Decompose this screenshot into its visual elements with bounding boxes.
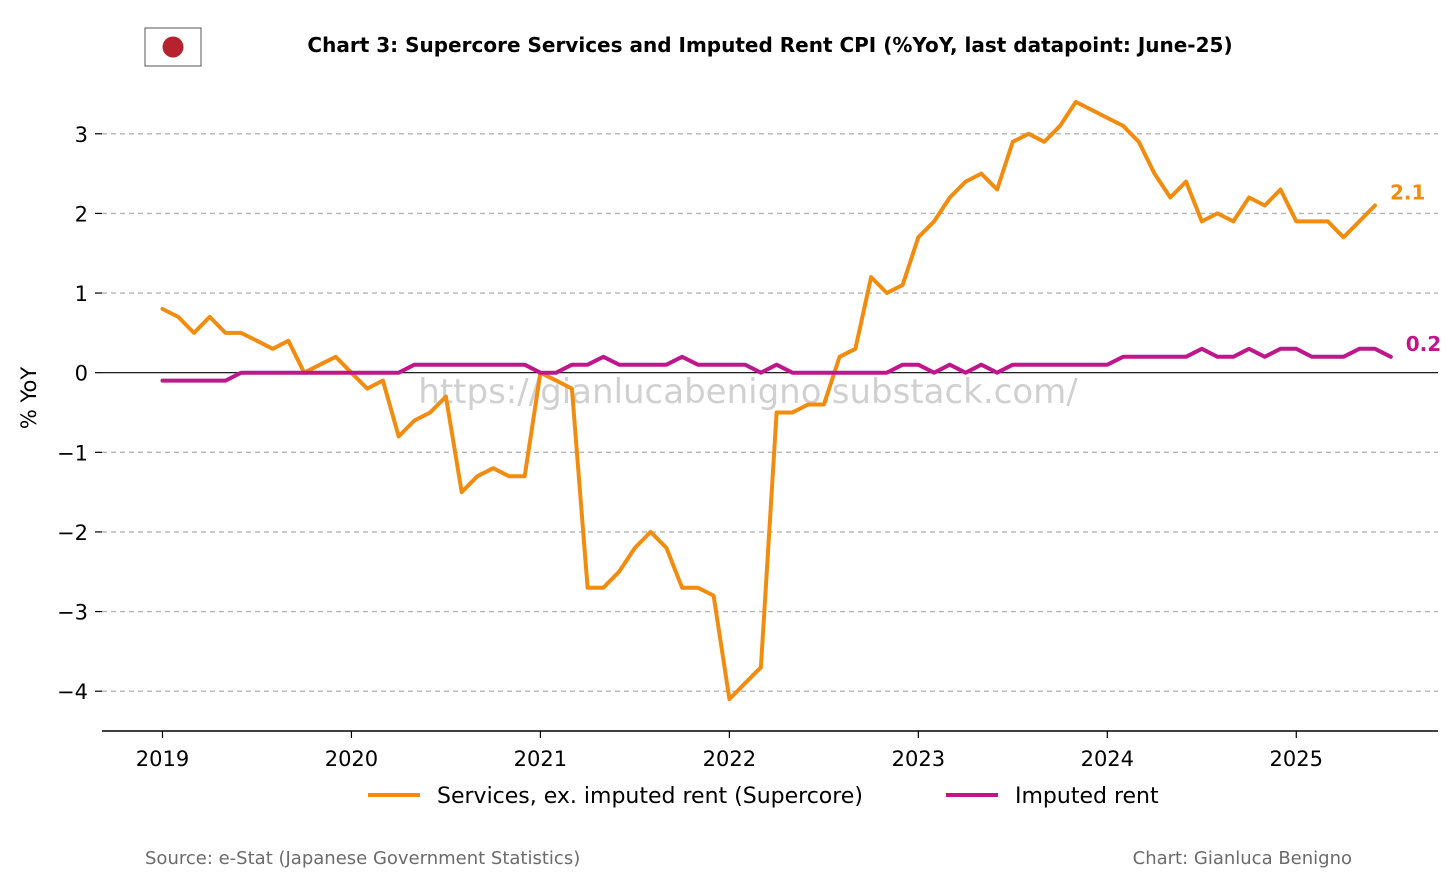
end-label-supercore: 2.1: [1390, 180, 1425, 204]
series-line-supercore: [160, 99, 1377, 702]
end-label-imputed-rent: 0.2: [1406, 332, 1441, 356]
axes: 3 2 1 0 −1 −2 −3 −4 2019 2020 2021 2022 2023 2024 2025: [57, 123, 1438, 771]
x-tick-label: 2023: [892, 747, 945, 771]
legend-label-imputed-rent: Imputed rent: [1015, 784, 1159, 809]
watermark: https://gianlucabenigno.substack.com/: [418, 372, 1078, 412]
y-tick-label: 1: [75, 282, 88, 306]
y-tick-label: 2: [75, 202, 88, 226]
source-note: Source: e-Stat (Japanese Government Stat…: [145, 848, 580, 869]
y-tick-label: −3: [57, 601, 88, 625]
x-tick-label: 2021: [514, 747, 567, 771]
legend-label-supercore: Services, ex. imputed rent (Supercore): [437, 784, 863, 809]
y-tick-label: −2: [57, 521, 88, 545]
y-tick-label: −1: [57, 441, 88, 465]
x-tick-label: 2019: [136, 747, 189, 771]
y-tick-label: 0: [75, 362, 88, 386]
y-tick-label: −4: [57, 680, 88, 704]
legend: Services, ex. imputed rent (Supercore) I…: [368, 784, 1159, 809]
end-labels: 2.1 0.2: [1390, 180, 1441, 355]
x-tick-label: 2022: [703, 747, 756, 771]
chart-title: Chart 3: Supercore Services and Imputed …: [307, 33, 1232, 57]
x-tick-label: 2020: [325, 747, 378, 771]
chart-credit: Chart: Gianluca Benigno: [1133, 848, 1352, 869]
x-tick-label: 2025: [1270, 747, 1323, 771]
japan-flag-icon: [144, 27, 202, 67]
series-line-imputed-rent: [160, 346, 1393, 383]
y-tick-label: 3: [75, 123, 88, 147]
series-lines: [160, 99, 1393, 702]
x-tick-label: 2024: [1081, 747, 1134, 771]
y-axis-label: % YoY: [17, 367, 41, 430]
